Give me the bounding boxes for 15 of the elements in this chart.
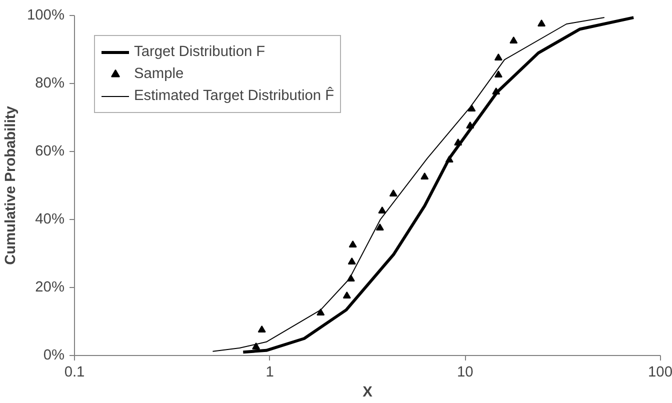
x-axis-title: X xyxy=(362,384,373,400)
x-tick-label: 100 xyxy=(648,364,672,380)
y-tick-label: 20% xyxy=(35,280,65,296)
legend-label: Sample xyxy=(134,66,184,82)
y-tick-label: 60% xyxy=(35,144,65,160)
y-tick-label: 0% xyxy=(43,348,65,364)
x-tick-label: 10 xyxy=(457,364,474,380)
y-tick-label: 40% xyxy=(35,212,65,228)
y-tick-label: 80% xyxy=(35,76,65,92)
y-tick-label: 100% xyxy=(27,8,65,24)
y-axis-title: Cumulative Probability xyxy=(3,105,20,265)
x-tick-label: 1 xyxy=(266,364,274,380)
x-tick-label: 0.1 xyxy=(64,364,85,380)
legend-label: Target Distribution F xyxy=(134,44,266,60)
legend-label: Estimated Target Distribution F̂ xyxy=(134,88,334,104)
